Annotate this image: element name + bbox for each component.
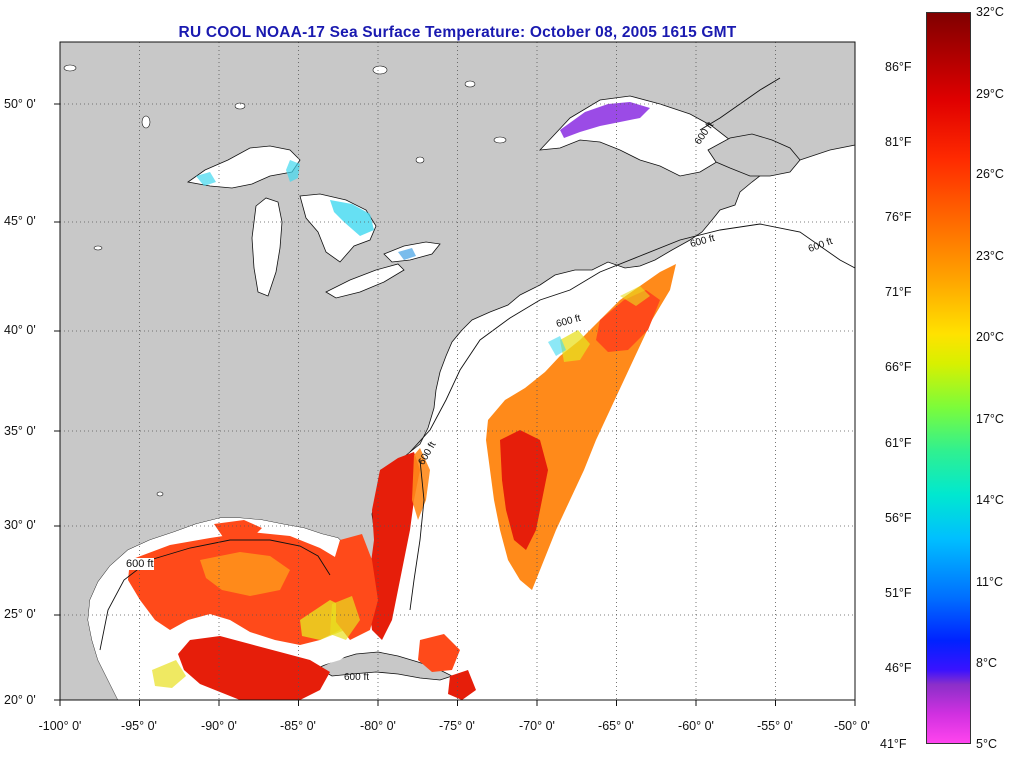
lon-label: -60° 0' (678, 719, 714, 733)
sst-st-lawrence (560, 102, 650, 138)
fahrenheit-label: 41°F (880, 737, 907, 751)
fahrenheit-label: 51°F (885, 586, 912, 600)
lake-erie (325, 263, 405, 299)
lat-label: 30° 0' (4, 518, 36, 532)
map-title: RU COOL NOAA-17 Sea Surface Temperature:… (178, 24, 737, 41)
celsius-label: 14°C (976, 493, 1004, 507)
lat-label: 45° 0' (4, 214, 36, 228)
celsius-label: 23°C (976, 249, 1004, 263)
lon-label: -90° 0' (201, 719, 237, 733)
celsius-label: 8°C (976, 656, 997, 670)
lat-label: 50° 0' (4, 97, 36, 111)
fahrenheit-label: 71°F (885, 285, 912, 299)
lat-label: 20° 0' (4, 693, 36, 707)
sst-great-lakes (196, 160, 416, 260)
lon-label: -50° 0' (834, 719, 870, 733)
lon-label: -95° 0' (121, 719, 157, 733)
celsius-label: 32°C (976, 5, 1004, 19)
lat-label: 35° 0' (4, 424, 36, 438)
celsius-label: 11°C (976, 575, 1004, 589)
lake-michigan (251, 197, 283, 297)
fahrenheit-label: 61°F (885, 436, 912, 450)
lon-label: -70° 0' (519, 719, 555, 733)
land-newfoundland (707, 133, 801, 177)
sst-offshore (486, 264, 676, 590)
lon-label: -75° 0' (439, 719, 475, 733)
sst-gulf (128, 520, 352, 700)
celsius-label: 20°C (976, 330, 1004, 344)
lon-label: -80° 0' (360, 719, 396, 733)
grid-lines (60, 42, 855, 700)
celsius-label: 17°C (976, 412, 1004, 426)
lat-label: 40° 0' (4, 323, 36, 337)
celsius-label: 5°C (976, 737, 997, 751)
fahrenheit-label: 46°F (885, 661, 912, 675)
lon-label: -65° 0' (598, 719, 634, 733)
fahrenheit-label: 76°F (885, 210, 912, 224)
lat-label: 25° 0' (4, 607, 36, 621)
lon-label: -100° 0' (38, 719, 82, 733)
fahrenheit-label: 86°F (885, 60, 912, 74)
lake-superior (186, 145, 301, 189)
small-lakes (63, 64, 507, 497)
fahrenheit-label: 66°F (885, 360, 912, 374)
contour-label: 600 ft (344, 672, 370, 683)
lon-label: -85° 0' (280, 719, 316, 733)
fahrenheit-label: 81°F (885, 135, 912, 149)
celsius-label: 26°C (976, 167, 1004, 181)
sst-southeast-coast (330, 448, 476, 700)
tick-marks (54, 103, 856, 706)
contour-label: 600 ft (126, 558, 154, 570)
lon-label: -55° 0' (757, 719, 793, 733)
celsius-label: 29°C (976, 87, 1004, 101)
temperature-colorbar (926, 12, 971, 744)
fahrenheit-label: 56°F (885, 511, 912, 525)
